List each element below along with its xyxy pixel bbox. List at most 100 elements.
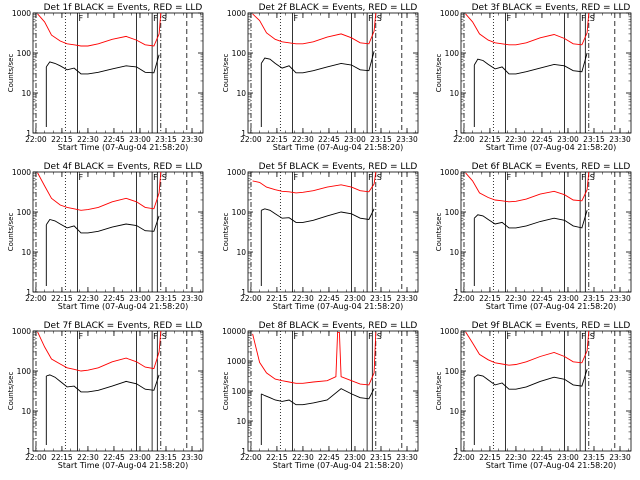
event-marker-label: S: [377, 173, 382, 182]
x-tick-label: 22:15: [51, 135, 73, 144]
x-tick-label: 22:15: [479, 294, 501, 303]
event-marker-label: S: [590, 14, 595, 23]
y-tick-label: 1000: [440, 327, 459, 336]
x-tick-label: 22:45: [531, 453, 553, 462]
x-tick-label: 22:15: [51, 453, 73, 462]
x-tick-label: 22:45: [318, 453, 340, 462]
x-axis-label: Start Time (07-Aug-04 21:58:20): [273, 143, 404, 152]
chart-panel-5: Det 5f BLACK = Events, RED = LLD 1 10 100 10…: [222, 162, 419, 311]
x-tick-label: 22:00: [25, 453, 47, 462]
x-tick-label: 22:45: [103, 453, 125, 462]
x-tick-label: 22:30: [292, 453, 314, 462]
x-tick-label: 22:15: [479, 135, 501, 144]
event-marker-label: F: [368, 14, 373, 23]
y-tick-label: 10: [236, 89, 246, 98]
y-tick-label: 1: [241, 129, 246, 138]
x-tick-label: 23:00: [344, 135, 366, 144]
y-tick-label: 1000: [12, 9, 31, 18]
y-tick-label: 100: [17, 367, 32, 376]
y-tick-label: 1000: [440, 9, 459, 18]
x-tick-label: 23:30: [609, 453, 631, 462]
plot-frame: [460, 330, 632, 452]
event-marker-label: S: [590, 332, 595, 341]
x-tick-label: 23:00: [129, 453, 151, 462]
x-tick-label: 22:00: [240, 453, 262, 462]
x-tick-label: 23:00: [344, 294, 366, 303]
chart-panel-1: Det 1f BLACK = Events, RED = LLD 1 10 100 10…: [7, 3, 204, 152]
event-marker-label: F: [294, 14, 299, 23]
event-marker-label: S: [162, 173, 167, 182]
x-tick-label: 23:15: [583, 453, 605, 462]
event-marker-label: F: [368, 173, 373, 182]
x-tick-label: 23:00: [557, 453, 579, 462]
x-tick-label: 23:00: [557, 135, 579, 144]
y-tick-label: 10: [236, 417, 246, 426]
x-axis-label: Start Time (07-Aug-04 21:58:20): [486, 302, 617, 311]
event-marker-label: S: [377, 14, 382, 23]
y-tick-label: 10: [236, 248, 246, 257]
x-axis-label: Start Time (07-Aug-04 21:58:20): [486, 143, 617, 152]
x-tick-label: 22:30: [77, 135, 99, 144]
x-axis-label: Start Time (07-Aug-04 21:58:20): [58, 461, 189, 470]
event-marker-label: F: [79, 173, 84, 182]
x-tick-label: 23:30: [181, 135, 203, 144]
y-tick-label: 10: [21, 248, 31, 257]
y-axis-label: Counts/sec: [435, 54, 443, 93]
event-marker-label: F: [79, 332, 84, 341]
x-tick-label: 23:15: [155, 453, 177, 462]
x-tick-label: 22:00: [240, 135, 262, 144]
chart-title: Det 7f BLACK = Events, RED = LLD: [44, 321, 203, 331]
x-tick-label: 22:30: [505, 453, 527, 462]
y-axis-label: Counts/sec: [222, 213, 230, 252]
chart-title: Det 5f BLACK = Events, RED = LLD: [259, 162, 418, 172]
y-tick-label: 1000: [12, 327, 31, 336]
series-line-lld: [465, 330, 590, 366]
y-axis-label: Counts/sec: [435, 372, 443, 411]
x-tick-label: 23:30: [181, 294, 203, 303]
y-tick-label: 10: [449, 407, 459, 416]
y-tick-label: 10: [449, 248, 459, 257]
x-tick-label: 23:15: [370, 453, 392, 462]
x-tick-label: 22:00: [25, 135, 47, 144]
event-marker-label: F: [153, 332, 158, 341]
y-tick-label: 1: [454, 447, 459, 456]
x-tick-label: 22:30: [77, 453, 99, 462]
series-line-lld: [37, 12, 162, 47]
x-tick-label: 23:15: [370, 135, 392, 144]
x-axis-label: Start Time (07-Aug-04 21:58:20): [58, 302, 189, 311]
x-tick-label: 23:15: [583, 135, 605, 144]
x-tick-label: 23:30: [181, 453, 203, 462]
series-line-events: [45, 215, 160, 234]
event-marker-label: S: [162, 332, 167, 341]
y-axis-label: Counts/sec: [7, 213, 15, 252]
plot-frame: [460, 12, 632, 134]
chart-title: Det 8f BLACK = Events, RED = LLD: [259, 321, 418, 331]
y-tick-label: 1: [454, 288, 459, 297]
y-tick-label: 100: [17, 49, 32, 58]
plot-frame: [247, 171, 419, 293]
x-tick-label: 22:15: [266, 294, 288, 303]
x-tick-label: 23:00: [129, 294, 151, 303]
chart-panel-7: Det 7f BLACK = Events, RED = LLD 1 10 100 10…: [7, 321, 204, 470]
series-line-events: [473, 52, 588, 75]
y-tick-label: 100: [232, 387, 247, 396]
series-line-lld: [252, 331, 377, 386]
y-axis-label: Counts/sec: [7, 54, 15, 93]
x-tick-label: 23:15: [155, 135, 177, 144]
chart-panel-2: Det 2f BLACK = Events, RED = LLD 1 10 100 10…: [222, 3, 419, 152]
series-line-lld: [465, 12, 590, 46]
x-tick-label: 23:30: [396, 135, 418, 144]
plot-frame: [247, 12, 419, 134]
plot-frame: [32, 12, 204, 134]
y-tick-label: 1000: [227, 357, 246, 366]
x-tick-label: 22:30: [292, 294, 314, 303]
x-tick-label: 22:00: [453, 294, 475, 303]
series-line-lld: [37, 171, 162, 211]
x-tick-label: 22:30: [505, 294, 527, 303]
event-marker-label: S: [162, 14, 167, 23]
event-marker-label: F: [153, 14, 158, 23]
chart-title: Det 3f BLACK = Events, RED = LLD: [472, 3, 631, 13]
chart-panel-9: Det 9f BLACK = Events, RED = LLD 1 10 100 10…: [435, 321, 632, 470]
